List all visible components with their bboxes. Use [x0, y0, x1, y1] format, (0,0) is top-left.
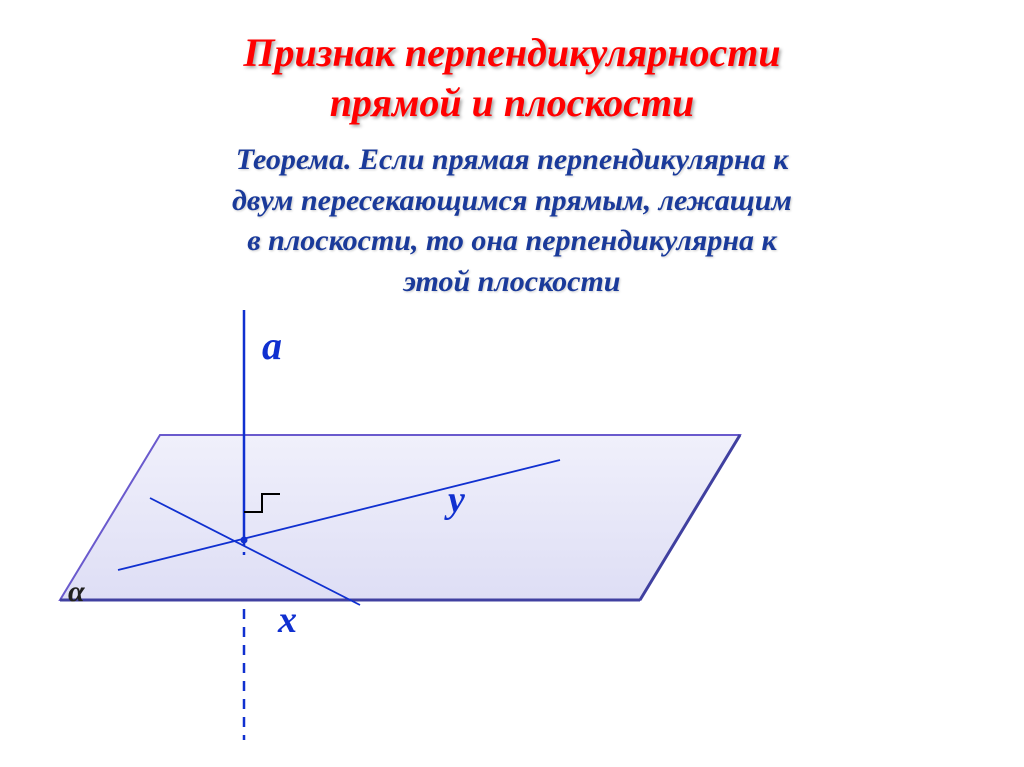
slide-title: Признак перпендикулярности прямой и плос… [0, 0, 1024, 128]
theorem-text: Теорема. Если прямая перпендикулярна к д… [52, 128, 972, 302]
theorem-line-2: двум пересекающимся прямым, лежащим [232, 184, 792, 217]
theorem-line-1: Теорема. Если прямая перпендикулярна к [236, 143, 789, 176]
theorem-line-3: в плоскости, то она перпендикулярна к [247, 224, 776, 257]
plane-alpha [60, 435, 740, 600]
theorem-line-4: этой плоскости [404, 265, 621, 298]
label-y: y [448, 478, 465, 522]
label-alpha: α [68, 575, 85, 609]
plane-edge-right [640, 435, 740, 600]
line-y [118, 460, 560, 570]
title-line-2: прямой и плоскости [330, 80, 695, 125]
label-a: a [262, 322, 282, 369]
right-angle-marker [244, 494, 280, 512]
line-x [150, 498, 360, 605]
intersection-point [241, 537, 248, 544]
title-line-1: Признак перпендикулярности [243, 30, 780, 75]
label-x: x [278, 598, 297, 642]
